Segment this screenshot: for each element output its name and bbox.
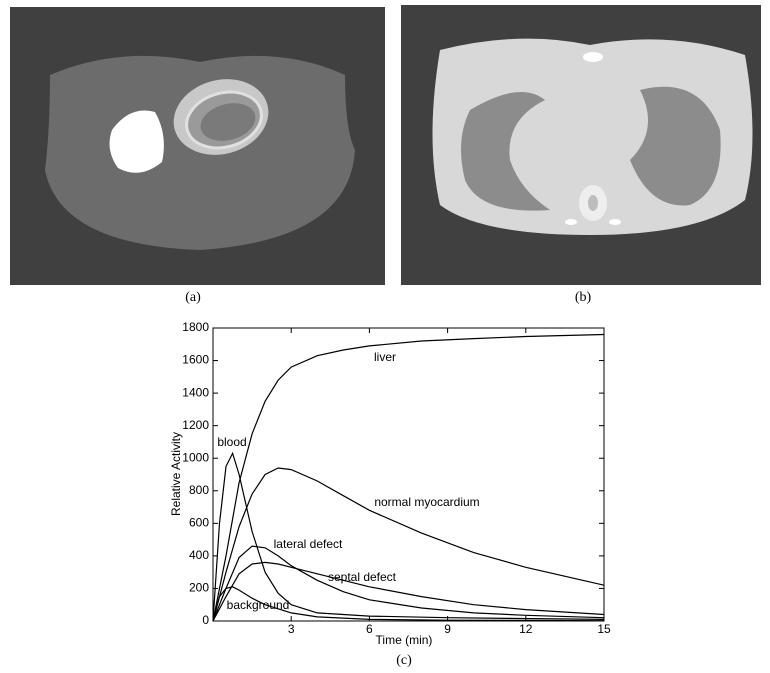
series-label: normal myocardium: [374, 495, 479, 509]
x-axis-label: Time (min): [376, 633, 433, 647]
y-tick-label: 0: [202, 613, 209, 627]
caption-b: (b): [575, 290, 592, 305]
y-tick-label: 400: [189, 548, 209, 562]
caption-a: (a): [185, 290, 201, 305]
phantom-b: [401, 5, 761, 285]
series-label: lateral defect: [274, 537, 343, 551]
series-label: blood: [217, 435, 246, 449]
x-tick-label: 6: [366, 622, 373, 636]
y-axis-label: Relative Activity: [169, 432, 183, 516]
y-tick-label: 1600: [182, 353, 209, 367]
series-label: septal defect: [328, 570, 397, 584]
y-tick-label: 600: [189, 516, 209, 530]
y-tick-label: 1200: [182, 418, 209, 432]
y-tick-label: 200: [189, 581, 209, 595]
x-tick-label: 3: [288, 622, 295, 636]
y-tick-label: 1400: [182, 385, 209, 399]
y-tick-label: 800: [189, 483, 209, 497]
plot-frame: [213, 328, 604, 621]
x-tick-label: 15: [597, 622, 611, 636]
series-line: [213, 335, 604, 622]
phantom-a: [10, 7, 385, 285]
figure: (a) (b) (c) Time (min) Relative Activity…: [0, 0, 770, 673]
y-tick-label: 1000: [182, 450, 209, 464]
series-line: [213, 453, 604, 621]
y-tick-label: 1800: [182, 320, 209, 334]
series-label: background: [227, 598, 290, 612]
series-label: liver: [374, 350, 396, 364]
caption-c: (c): [396, 653, 412, 668]
x-tick-label: 9: [444, 622, 451, 636]
x-tick-label: 12: [519, 622, 533, 636]
